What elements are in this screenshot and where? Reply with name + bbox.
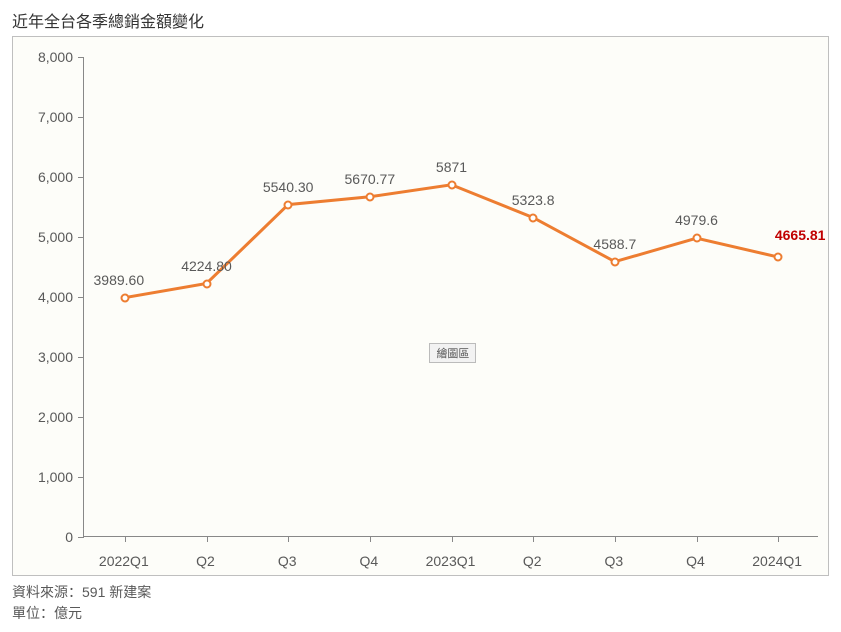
y-axis-label: 7,000: [23, 109, 73, 125]
x-tick: [207, 536, 208, 542]
x-axis-label: Q2: [196, 553, 215, 569]
chart-container: 3989.60 4224.80 5540.30 5670.77 5871 5323.8 45…: [12, 36, 829, 576]
source-label: 資料來源：591 新建案: [12, 582, 829, 603]
y-tick: [78, 357, 84, 358]
x-axis-label: Q3: [278, 553, 297, 569]
y-axis-label: 6,000: [23, 169, 73, 185]
x-axis-label: 2023Q1: [426, 553, 476, 569]
x-axis-label: Q4: [686, 553, 705, 569]
plot-area-tooltip: 繪圖區: [429, 343, 476, 363]
data-marker: [774, 253, 783, 262]
x-tick: [778, 536, 779, 542]
y-tick: [78, 297, 84, 298]
data-label: 5871: [436, 159, 467, 175]
x-tick: [288, 536, 289, 542]
x-tick: [125, 536, 126, 542]
data-marker: [202, 279, 211, 288]
data-label: 3989.60: [94, 272, 145, 288]
y-axis-label: 4,000: [23, 289, 73, 305]
unit-label: 單位：億元: [12, 603, 829, 624]
data-marker: [529, 213, 538, 222]
data-label: 5670.77: [345, 171, 396, 187]
data-marker: [692, 234, 701, 243]
data-label: 4979.6: [675, 212, 718, 228]
y-axis-label: 5,000: [23, 229, 73, 245]
data-label: 4665.81: [775, 227, 826, 243]
data-label: 5323.8: [512, 192, 555, 208]
y-axis-label: 3,000: [23, 349, 73, 365]
chart-footer: 資料來源：591 新建案 單位：億元: [12, 582, 829, 624]
data-label: 4588.7: [593, 236, 636, 252]
x-tick: [697, 536, 698, 542]
x-axis-label: Q4: [359, 553, 378, 569]
x-axis-label: Q2: [523, 553, 542, 569]
x-tick: [615, 536, 616, 542]
y-tick: [78, 537, 84, 538]
x-tick: [533, 536, 534, 542]
y-tick: [78, 177, 84, 178]
y-axis-label: 1,000: [23, 469, 73, 485]
data-marker: [447, 180, 456, 189]
x-axis-label: 2022Q1: [99, 553, 149, 569]
y-tick: [78, 477, 84, 478]
x-axis-label: 2024Q1: [752, 553, 802, 569]
y-tick: [78, 237, 84, 238]
data-marker: [284, 200, 293, 209]
chart-title: 近年全台各季總銷金額變化: [12, 8, 829, 32]
data-label: 5540.30: [263, 179, 314, 195]
y-tick: [78, 57, 84, 58]
y-tick: [78, 417, 84, 418]
x-axis-label: Q3: [604, 553, 623, 569]
y-tick: [78, 117, 84, 118]
line-series: [84, 57, 818, 536]
y-axis-label: 0: [23, 529, 73, 545]
data-marker: [610, 257, 619, 266]
x-tick: [452, 536, 453, 542]
y-axis-label: 2,000: [23, 409, 73, 425]
data-marker: [120, 293, 129, 302]
data-label: 4224.80: [181, 258, 232, 274]
y-axis-label: 8,000: [23, 49, 73, 65]
plot-area: 3989.60 4224.80 5540.30 5670.77 5871 5323.8 45…: [83, 57, 818, 537]
data-marker: [365, 192, 374, 201]
x-tick: [370, 536, 371, 542]
